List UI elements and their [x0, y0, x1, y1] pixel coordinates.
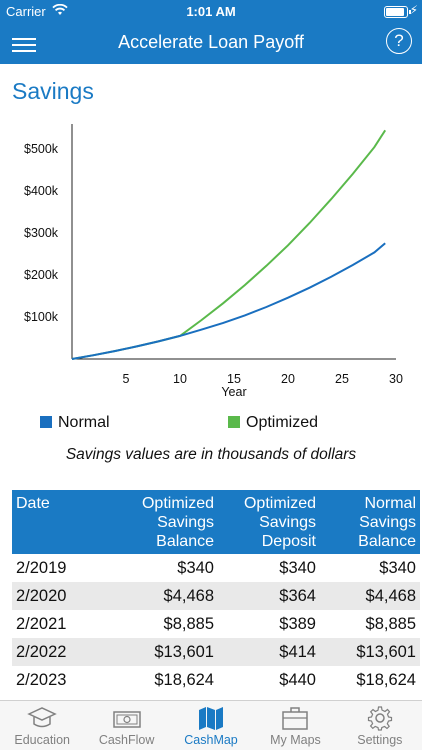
hamburger-menu-icon[interactable] [12, 32, 38, 56]
legend-optimized: Optimized [228, 414, 318, 432]
tab-my-maps[interactable]: My Maps [253, 701, 337, 750]
cell-date: 2/2019 [16, 558, 67, 577]
charging-bolt-icon: ⚡ [409, 3, 418, 17]
cell-date: 2/2022 [16, 642, 67, 661]
map-icon [169, 701, 253, 731]
legend-normal: Normal [40, 414, 110, 432]
clock: 1:01 AM [186, 4, 236, 19]
y-tick-label: $500k [24, 142, 59, 156]
legend-optimized-swatch [228, 416, 240, 428]
carrier-label: Carrier [6, 4, 46, 19]
cell-date: 2/2020 [16, 586, 67, 605]
x-axis-label: Year [221, 385, 246, 399]
help-button[interactable]: ? [386, 28, 412, 54]
savings-chart: $100k $200k $300k $400k $500k 5 10 15 20 25 30 Year [24, 124, 403, 399]
cell-normal-balance: $4,468 [365, 586, 416, 605]
tab-education-label: Education [14, 733, 70, 747]
x-tick-label: 15 [227, 372, 241, 386]
cell-optimized-balance: $340 [177, 558, 214, 577]
x-tick-label: 25 [335, 372, 349, 386]
tab-settings[interactable]: Settings [338, 701, 422, 750]
nav-bar: Accelerate Loan Payoff ? [0, 24, 422, 64]
cell-normal-balance: $8,885 [365, 614, 416, 633]
section-title: Savings [12, 78, 94, 104]
units-note: Savings values are in thousands of dolla… [65, 446, 357, 463]
battery-icon [384, 6, 411, 18]
table-row: 2/2020 $4,468 $364 $4,468 [12, 582, 420, 610]
table-header: Date Optimized Savings Balance Optimized Sa… [12, 490, 420, 554]
x-tick-label: 30 [389, 372, 403, 386]
page-title: Accelerate Loan Payoff [118, 32, 304, 52]
cell-optimized-balance: $18,624 [154, 670, 214, 689]
cell-optimized-deposit: $440 [279, 670, 316, 689]
gear-icon [338, 701, 422, 731]
y-tick-label: $400k [24, 184, 59, 198]
x-tick-label: 20 [281, 372, 295, 386]
header-optimized-savings-balance: Optimized Savings Balance [141, 495, 214, 550]
tab-cashflow-label: CashFlow [98, 733, 155, 747]
tab-bar: Education CashFlow CashMap My Maps Setti… [0, 700, 422, 750]
savings-table: Date Optimized Savings Balance Optimized Sa… [12, 490, 420, 694]
cell-date: 2/2023 [16, 670, 67, 689]
tab-cashmap-label: CashMap [184, 733, 238, 747]
header-date: Date [16, 495, 50, 512]
tab-education[interactable]: Education [0, 701, 84, 750]
cash-icon [84, 701, 168, 731]
table-row: 2/2019 $340 $340 $340 [12, 554, 420, 582]
cell-optimized-balance: $13,601 [154, 642, 214, 661]
cell-normal-balance: $13,601 [356, 642, 416, 661]
y-tick-label: $100k [24, 310, 59, 324]
cell-optimized-balance: $8,885 [163, 614, 214, 633]
y-tick-label: $300k [24, 226, 59, 240]
legend-optimized-label: Optimized [246, 414, 319, 431]
cell-optimized-deposit: $414 [279, 642, 316, 661]
tab-cashmap[interactable]: CashMap [169, 701, 253, 750]
series-line-optimized [71, 129, 387, 360]
header-optimized-savings-deposit: Optimized Savings Deposit [243, 495, 316, 550]
cell-date: 2/2021 [16, 614, 67, 633]
header-normal-savings-balance: Normal Savings Balance [358, 495, 416, 550]
table-row: 2/2021 $8,885 $389 $8,885 [12, 610, 420, 638]
cell-optimized-deposit: $389 [279, 614, 316, 633]
legend-normal-label: Normal [58, 414, 110, 431]
y-tick-label: $200k [24, 268, 59, 282]
cell-optimized-deposit: $340 [279, 558, 316, 577]
cell-optimized-balance: $4,468 [163, 586, 214, 605]
tab-cashflow[interactable]: CashFlow [84, 701, 168, 750]
table-row: 2/2023 $18,624 $440 $18,624 [12, 666, 420, 694]
tab-settings-label: Settings [357, 733, 403, 747]
briefcase-icon [253, 701, 337, 731]
table-row: 2/2022 $13,601 $414 $13,601 [12, 638, 420, 666]
wifi-icon [52, 3, 68, 19]
tab-my-maps-label: My Maps [270, 733, 321, 747]
status-bar: Carrier 1:01 AM ⚡ [0, 0, 422, 24]
cell-normal-balance: $18,624 [356, 670, 416, 689]
legend-normal-swatch [40, 416, 52, 428]
x-tick-label: 10 [173, 372, 187, 386]
x-tick-label: 5 [123, 372, 130, 386]
cell-normal-balance: $340 [379, 558, 416, 577]
cell-optimized-deposit: $364 [279, 586, 316, 605]
series-line-normal [71, 242, 386, 360]
graduation-cap-icon [0, 701, 84, 731]
